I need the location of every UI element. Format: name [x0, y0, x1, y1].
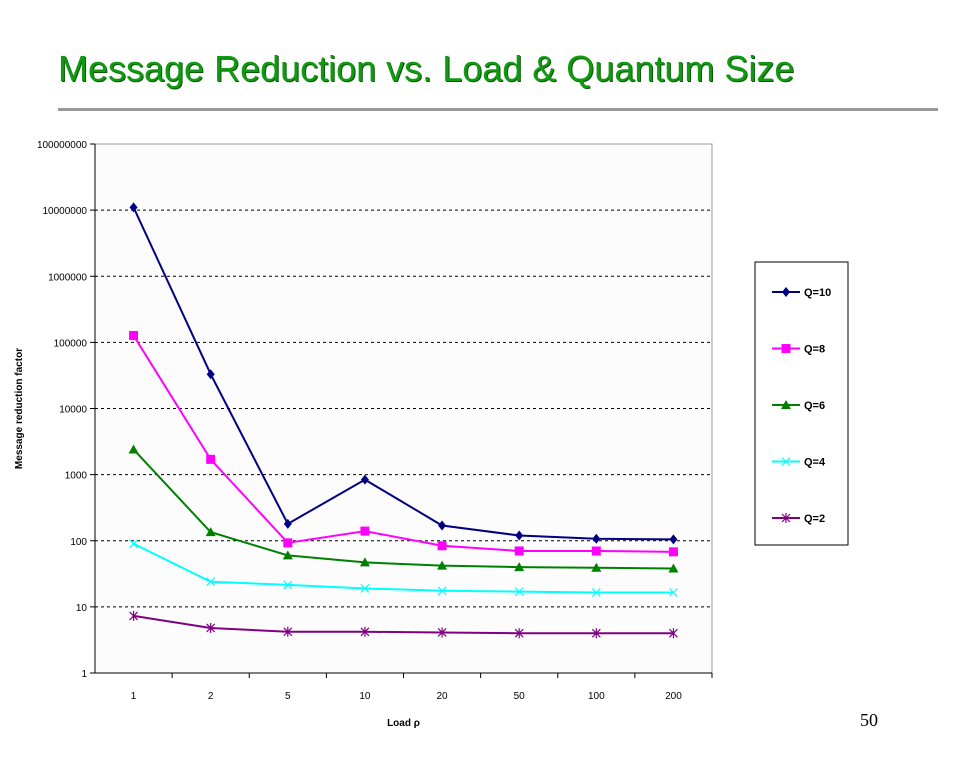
y-tick-label: 10000000: [43, 206, 88, 217]
legend-item: Q=6: [772, 400, 825, 412]
marker-square: [129, 331, 139, 341]
legend-item: Q=10: [772, 287, 831, 299]
marker-triangle: [668, 563, 679, 573]
x-tick-label: 2: [208, 691, 214, 702]
x-axis-label: Load ρ: [387, 718, 420, 729]
marker-star: [781, 513, 791, 523]
marker-triangle: [282, 550, 293, 560]
marker-star: [437, 627, 447, 638]
y-tick-label: 100: [70, 537, 87, 548]
marker-x: [206, 577, 216, 587]
marker-star: [206, 622, 216, 633]
x-tick-label: 100: [588, 691, 605, 702]
y-tick-label: 10: [76, 603, 88, 614]
marker-square: [781, 344, 791, 353]
marker-diamond: [283, 518, 292, 529]
marker-diamond: [129, 202, 138, 213]
y-tick-label: 1: [81, 669, 87, 680]
marker-x: [781, 457, 791, 466]
marker-diamond: [782, 287, 790, 297]
legend-box: [754, 261, 849, 546]
legend-label: Q=4: [804, 457, 826, 469]
y-axis-label: Message reduction factor: [14, 348, 25, 469]
legend-label: Q=8: [804, 344, 825, 356]
marker-x: [591, 588, 601, 597]
marker-star: [514, 628, 524, 639]
x-tick-label: 200: [665, 691, 682, 702]
marker-square: [283, 538, 293, 548]
legend-item: Q=8: [772, 344, 825, 356]
series-line: [133, 614, 674, 635]
marker-diamond: [360, 474, 369, 485]
slide-title: Message Reduction vs. Load & Quantum Siz…: [58, 48, 795, 89]
legend-label: Q=2: [804, 513, 825, 525]
series-q-8: [129, 331, 678, 557]
x-tick-label: 1: [131, 691, 137, 702]
y-tick-label: 1000: [65, 471, 88, 482]
series-line: [132, 448, 674, 570]
series-line: [133, 542, 674, 594]
marker-triangle: [359, 557, 370, 567]
series-q-2: [129, 610, 678, 639]
marker-square: [360, 526, 370, 536]
series-q-10: [129, 202, 678, 545]
series-line: [132, 206, 674, 541]
marker-triangle: [591, 562, 602, 572]
legend-item: Q=4: [772, 457, 826, 469]
legend-label: Q=6: [804, 400, 825, 412]
marker-x: [669, 588, 678, 597]
series-q-6: [128, 444, 679, 573]
marker-square: [591, 546, 601, 556]
x-tick-label: 10: [359, 691, 371, 702]
marker-star: [591, 628, 601, 639]
marker-star: [360, 626, 370, 637]
y-tick-label: 10000: [59, 405, 87, 416]
legend-item: Q=2: [772, 513, 825, 525]
legend: Q=10 Q=8 Q=6 Q=4 Q=2: [754, 261, 849, 546]
marker-x: [360, 584, 370, 593]
marker-square: [514, 546, 524, 556]
marker-diamond: [206, 369, 215, 380]
marker-diamond: [515, 530, 524, 541]
y-tick-label: 100000000: [37, 140, 87, 151]
x-tick-label: 5: [285, 691, 291, 702]
marker-triangle: [781, 400, 791, 409]
x-tick-label: 20: [437, 691, 449, 702]
marker-x: [514, 587, 524, 597]
marker-diamond: [592, 533, 601, 544]
marker-square: [668, 547, 678, 557]
y-tick-label: 1000000: [48, 272, 87, 283]
marker-star: [283, 626, 293, 637]
marker-x: [129, 539, 138, 549]
title-divider: [58, 108, 938, 111]
y-tick-label: 100000: [54, 338, 88, 349]
series-q-4: [129, 539, 678, 597]
page-number: 50: [860, 710, 878, 730]
marker-triangle: [514, 562, 525, 572]
legend-label: Q=10: [804, 287, 831, 299]
x-tick-label: 50: [514, 691, 526, 702]
marker-x: [437, 586, 447, 596]
marker-star: [669, 628, 678, 639]
marker-x: [283, 580, 293, 590]
marker-diamond: [438, 520, 447, 531]
marker-triangle: [205, 527, 216, 537]
series-line: [132, 334, 674, 553]
marker-square: [437, 541, 447, 551]
marker-triangle: [128, 444, 139, 454]
marker-square: [206, 454, 216, 464]
marker-triangle: [437, 560, 448, 570]
marker-diamond: [669, 534, 678, 545]
marker-star: [129, 610, 138, 621]
